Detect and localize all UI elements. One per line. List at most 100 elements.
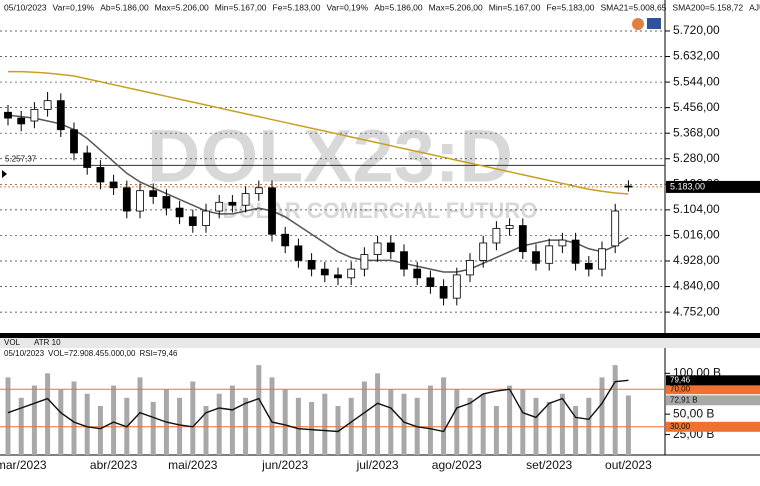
volume-bar [190, 381, 196, 455]
volume-bar [480, 393, 486, 455]
volume-bar [229, 385, 235, 455]
volume-bar [322, 393, 328, 455]
candle-body [122, 187, 131, 212]
y-tick-label: 5.280,00 [673, 151, 720, 165]
info-item: Max=5.206,00 [155, 2, 209, 12]
volume-bar [309, 401, 315, 455]
volume-bar [335, 405, 341, 455]
y-tick-label: 5.456,00 [673, 100, 720, 114]
candle-body [215, 201, 224, 212]
volume-bar [388, 389, 394, 455]
volume-bar [269, 377, 275, 455]
volume-bar [361, 381, 367, 455]
last-price-box [666, 180, 760, 193]
candle-body [96, 167, 105, 183]
rsi-level-box [666, 421, 760, 432]
volume-bar [203, 405, 209, 455]
price-header: 05/10/2023 Var=0,19% Ab=5.186,00 Max=5.206,… [4, 2, 760, 12]
candle-body [307, 259, 316, 270]
info-item: Fe=5.183,00 [273, 2, 321, 12]
candle-body [268, 187, 276, 235]
y-tick-label: 5.104,00 [673, 202, 720, 216]
indicator-info: VOL=72.908.455.000,00 [48, 349, 136, 358]
volume-bar [31, 385, 37, 455]
candle-body [584, 262, 593, 270]
candle-body [281, 233, 290, 247]
candle-body [241, 193, 250, 206]
rsi-last-box [666, 375, 760, 386]
candle-body [373, 242, 382, 255]
candle-body [413, 268, 422, 279]
candle-body [17, 117, 26, 125]
info-item: AJU=5.187,34 [749, 2, 760, 12]
candle-body [479, 242, 488, 261]
candle-body [175, 207, 184, 218]
candle-body [188, 216, 197, 226]
x-tick-label: mar/2023 [0, 458, 47, 472]
volume-bar [546, 401, 552, 455]
info-item: Max=5.206,00 [429, 2, 483, 12]
watermark: DOLX23:D [147, 115, 513, 198]
rsi-last-label: 79,46 [670, 375, 691, 384]
sma200-line [8, 70, 629, 195]
volume-bar [507, 385, 513, 455]
y-tick-label: 5.368,00 [673, 125, 720, 139]
volume-bar [427, 385, 433, 455]
info-item: Var=0,19% [327, 2, 369, 12]
info-item: Min=5.167,00 [215, 2, 267, 12]
candle-body [400, 251, 408, 270]
info-item: Min=5.167,00 [489, 2, 541, 12]
indicator-info: 05/10/2023 [4, 349, 45, 358]
y-tick-label: 5.544,00 [673, 74, 720, 88]
candle-body [466, 259, 474, 276]
y-tick-label: 5.632,00 [673, 49, 720, 63]
indicator-tab[interactable]: VOL [4, 338, 21, 347]
x-tick-label: jun/2023 [261, 458, 308, 472]
volume-last-box [666, 395, 760, 406]
y-tick-label: 4.840,00 [673, 279, 720, 293]
candle-body [439, 286, 448, 299]
arrow-marker [2, 170, 7, 178]
y-tick-label: 50,00 B [673, 406, 714, 420]
volume-bar [599, 377, 605, 455]
candle-body [162, 196, 171, 209]
info-item: Ab=5.186,00 [100, 2, 149, 12]
candle-body [598, 248, 606, 270]
volume-last-label: 72,91 B [670, 395, 698, 404]
candle-body [70, 129, 78, 154]
indicator-info: RSI=79,46 [139, 349, 178, 358]
candle-body [320, 268, 329, 276]
candle-body [611, 210, 620, 247]
x-tick-label: jul/2023 [356, 458, 399, 472]
candle-body [624, 185, 633, 188]
candle-body [30, 108, 39, 122]
rsi-level-label: 30,00 [670, 422, 691, 431]
candle-body [228, 201, 237, 206]
y-tick-label: 5.016,00 [673, 228, 720, 242]
volume-bar [256, 365, 262, 455]
volume-bar [625, 395, 631, 455]
candle-body [83, 152, 92, 168]
y-tick-label: 5.720,00 [673, 23, 720, 37]
x-tick-label: mai/2023 [168, 458, 218, 472]
tab-bar [0, 338, 760, 348]
candle-body [452, 274, 461, 299]
info-item: Fe=5.183,00 [547, 2, 595, 12]
currency-icon [632, 18, 644, 30]
volume-bar [454, 389, 460, 455]
volume-bar [493, 405, 499, 455]
candle-body [518, 225, 527, 253]
rsi-level-box [666, 384, 760, 395]
info-item: Var=0,19% [53, 2, 95, 12]
candle-body [4, 111, 12, 119]
volume-bar [5, 377, 11, 455]
candle-body [545, 245, 554, 264]
indicator-tab[interactable]: ATR 10 [34, 338, 61, 347]
volume-bar [97, 405, 103, 455]
candle-body [254, 187, 263, 195]
candle-body [109, 181, 118, 189]
candle-body [492, 228, 501, 244]
x-tick-label: out/2023 [605, 458, 652, 472]
volume-bar [612, 365, 618, 455]
